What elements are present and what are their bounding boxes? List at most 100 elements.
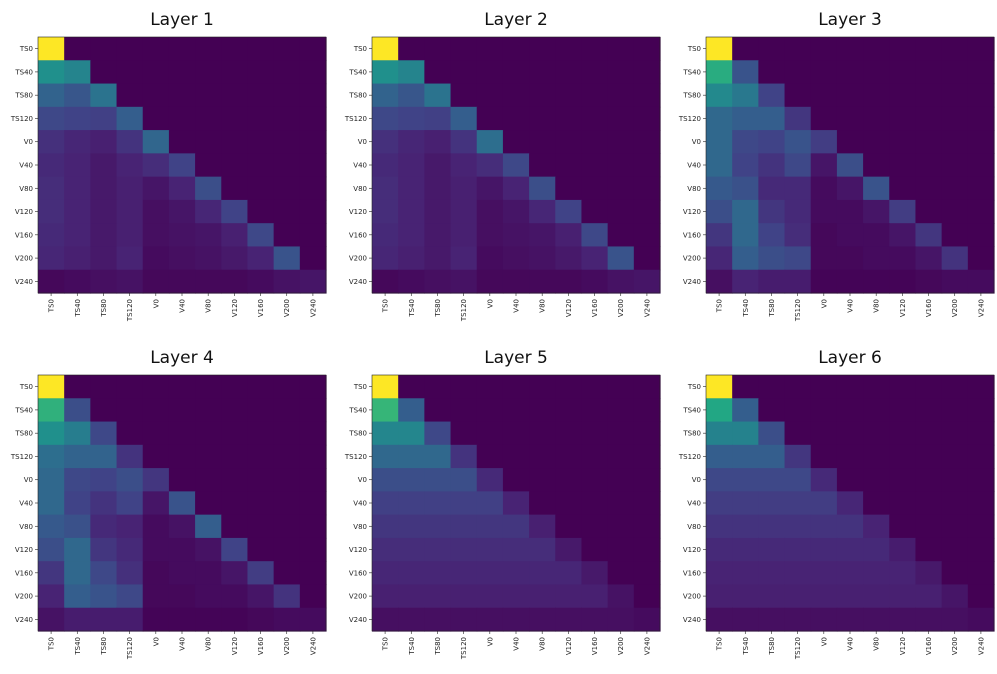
heatmap-cell (372, 269, 399, 294)
heatmap-cell (142, 607, 170, 632)
heatmap-cell (758, 421, 786, 446)
heatmap-cell (450, 398, 478, 423)
heatmap-cell (581, 514, 609, 539)
heatmap-cell (195, 514, 222, 539)
heatmap-cell (299, 176, 327, 201)
heatmap-cell (142, 83, 170, 108)
heatmap-cell (941, 83, 969, 108)
heatmap-cell (38, 37, 65, 61)
heatmap-cell (732, 468, 759, 492)
heatmap-cell (424, 491, 452, 516)
panel-title: Layer 1 (150, 10, 214, 30)
heatmap-cell (64, 398, 91, 423)
heatmap-cell (38, 607, 65, 632)
y-tick-label: TS120 (344, 453, 367, 461)
heatmap-cell (784, 468, 812, 492)
heatmap-cell (967, 421, 995, 446)
x-tick-label: V160 (591, 637, 599, 655)
x-tick-label: V200 (283, 637, 291, 655)
heatmap-cell (221, 106, 249, 131)
heatmap-cell (372, 106, 399, 131)
heatmap-cell (607, 176, 635, 201)
heatmap-cell (221, 153, 249, 178)
heatmap-cell (398, 130, 425, 154)
heatmap-cell (836, 199, 864, 224)
heatmap-cell (863, 223, 890, 248)
heatmap-cell (915, 537, 943, 562)
heatmap-cell (836, 491, 864, 516)
heatmap-cell (221, 130, 249, 154)
heatmap-cell (732, 223, 759, 248)
heatmap-cell (529, 223, 556, 248)
heatmap-cell (581, 444, 609, 469)
heatmap-cell (38, 83, 65, 108)
heatmap-cell (967, 176, 995, 201)
heatmap-cell (967, 537, 995, 562)
heatmap-cell (915, 83, 943, 108)
heatmap-cell (607, 561, 635, 586)
heatmap-cell (967, 398, 995, 423)
heatmap-cell (633, 421, 661, 446)
heatmap-cell (221, 398, 249, 423)
heatmap-cell (221, 269, 249, 294)
heatmap-cell (299, 37, 327, 61)
heatmap-cell (168, 176, 196, 201)
heatmap-cell (889, 607, 917, 632)
y-tick-label: V0 (692, 138, 701, 146)
heatmap-cell (529, 37, 556, 61)
heatmap-cell (581, 398, 609, 423)
x-tick-label: V240 (977, 299, 985, 317)
heatmap-cell (967, 246, 995, 271)
heatmap-cell (784, 607, 812, 632)
heatmap-cell (529, 491, 556, 516)
heatmap-cell (502, 607, 530, 632)
heatmap-cell (195, 491, 222, 516)
x-tick-label: TS40 (74, 637, 82, 656)
heatmap-cell (450, 83, 478, 108)
heatmap-cell (424, 514, 452, 539)
x-tick-label: V80 (539, 299, 547, 313)
heatmap-cell (529, 607, 556, 632)
heatmap-cell (64, 60, 91, 85)
heatmap-cell (247, 444, 275, 469)
x-tick-label: V40 (847, 299, 855, 313)
heatmap-cell (633, 246, 661, 271)
heatmap-cell (247, 269, 275, 294)
heatmap-cell (706, 491, 733, 516)
heatmap-cell (38, 584, 65, 609)
heatmap-cell (706, 607, 733, 632)
heatmap-cell (889, 60, 917, 85)
heatmap-cell (633, 130, 661, 154)
heatmap-cell (372, 246, 399, 271)
heatmap-cell (836, 60, 864, 85)
heatmap-cell (372, 130, 399, 154)
x-tick-label: V240 (309, 637, 317, 655)
heatmap-cell (581, 491, 609, 516)
heatmap-cell (529, 398, 556, 423)
heatmap-cell (529, 561, 556, 586)
x-tick-label: TS40 (408, 299, 416, 318)
heatmap-cell (732, 421, 759, 446)
heatmap-cell (863, 153, 890, 178)
x-tick-label: V40 (179, 299, 187, 313)
heatmap-cell (142, 444, 170, 469)
heatmap-cell (476, 176, 504, 201)
heatmap-cell (38, 153, 65, 178)
heatmap-cell (424, 537, 452, 562)
heatmap-cell (299, 153, 327, 178)
heatmap-cell (168, 130, 196, 154)
y-tick-label: V160 (683, 231, 701, 239)
heatmap-cell (168, 491, 196, 516)
heatmap-cell (398, 561, 425, 586)
heatmap-cell (372, 153, 399, 178)
heatmap-cell (398, 223, 425, 248)
heatmap-cell (915, 130, 943, 154)
y-tick-label: V240 (683, 278, 701, 286)
heatmap-cell (116, 153, 144, 178)
heatmap-cell (142, 514, 170, 539)
heatmap-cell (732, 246, 759, 271)
heatmap-cell (450, 37, 478, 61)
y-tick-label: V160 (15, 569, 33, 577)
heatmap-cell (607, 246, 635, 271)
